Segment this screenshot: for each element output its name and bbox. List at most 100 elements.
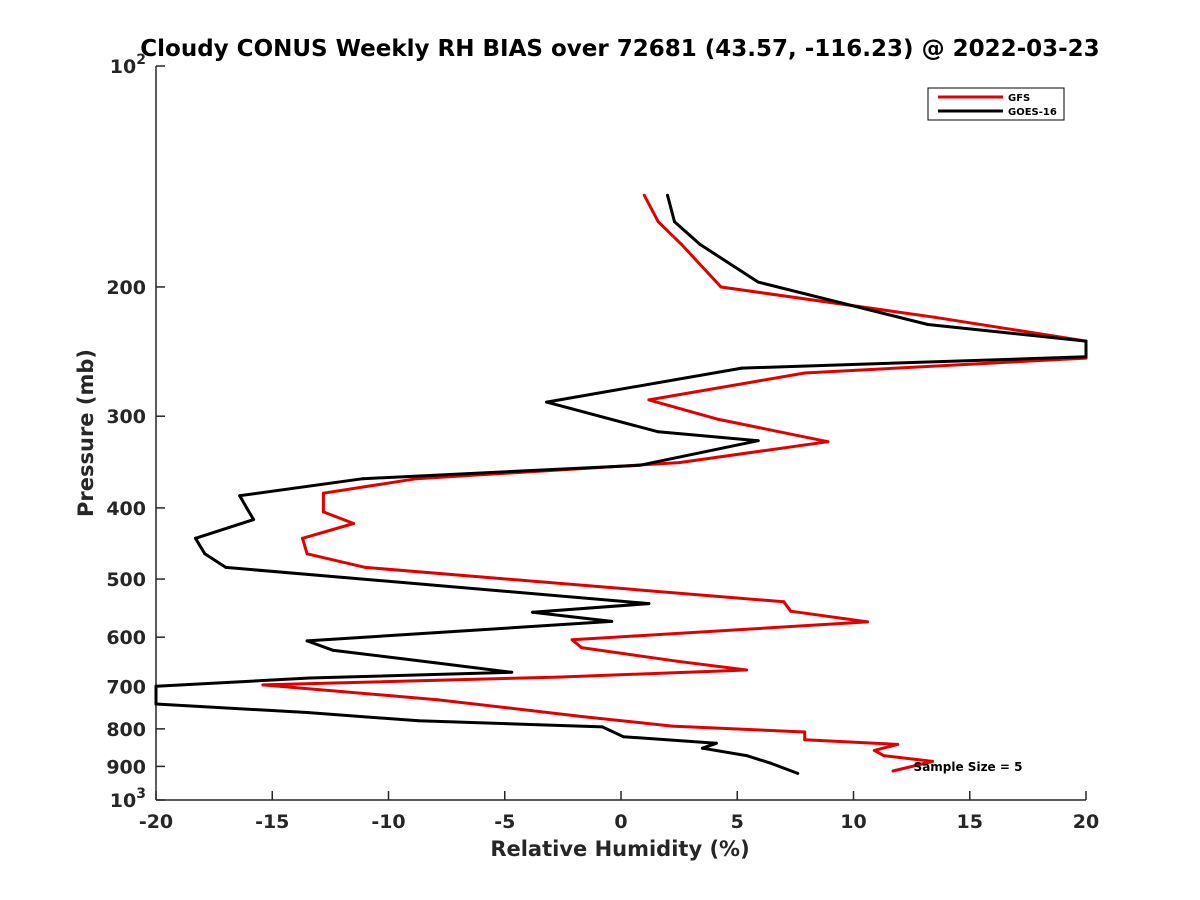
data-point-gfs — [301, 536, 304, 540]
data-point-goes-16 — [926, 323, 930, 326]
data-point-goes-16 — [531, 610, 535, 614]
data-point-gfs — [670, 724, 674, 728]
data-point-goes-16 — [638, 463, 642, 467]
x-tick-label: -20 — [139, 811, 173, 833]
y-tick-label-text: 700 — [106, 676, 146, 698]
data-point-goes-16 — [796, 771, 800, 775]
y-tick-label: 500 — [106, 569, 146, 591]
data-series — [154, 193, 1088, 775]
data-point-gfs — [882, 754, 886, 758]
data-point-gfs — [872, 748, 876, 752]
x-tick-label: 10 — [840, 811, 866, 833]
data-point-gfs — [582, 715, 586, 719]
y-tick-label: 700 — [106, 676, 146, 698]
x-axis-ticks: -20 -15 -10 -5 0 5 10 15 20 — [139, 791, 1099, 833]
data-point-gfs — [261, 683, 265, 687]
x-tick-label: 15 — [957, 811, 983, 833]
data-point-goes-16 — [621, 735, 625, 739]
data-point-goes-16 — [305, 711, 309, 714]
y-tick-label-text: 10 — [110, 790, 136, 812]
data-point-goes-16 — [768, 761, 772, 765]
data-point-goes-16 — [756, 439, 760, 443]
data-point-gfs — [675, 659, 679, 663]
data-point-gfs — [866, 620, 869, 624]
y-tick-label-text: 300 — [106, 406, 146, 428]
data-point-gfs — [891, 769, 895, 773]
data-point-goes-16 — [700, 746, 704, 750]
y-tick-label: 800 — [106, 719, 146, 741]
data-point-goes-16 — [1084, 355, 1088, 359]
y-tick-label-exponent: 3 — [136, 786, 146, 802]
x-tick-label: -15 — [255, 811, 289, 833]
data-point-goes-16 — [305, 639, 309, 643]
data-point-goes-16 — [666, 193, 669, 197]
data-point-goes-16 — [238, 494, 242, 498]
y-tick-label-text: 900 — [106, 756, 146, 778]
y-tick-label-text: 10 — [110, 56, 136, 78]
series-points-goes-16 — [154, 193, 1088, 775]
series-line-gfs — [261, 194, 1088, 773]
data-point-goes-16 — [1084, 339, 1088, 343]
data-point-gfs — [803, 738, 807, 742]
data-point-goes-16 — [245, 506, 249, 510]
y-tick-label-text: 200 — [106, 277, 146, 299]
data-point-gfs — [363, 565, 367, 569]
legend-entries: GFS GOES-16 — [938, 93, 1057, 118]
data-point-goes-16 — [194, 536, 197, 540]
data-point-gfs — [745, 668, 748, 672]
data-point-gfs — [896, 742, 900, 746]
data-point-gfs — [782, 600, 786, 604]
data-point-gfs — [717, 417, 721, 421]
data-point-gfs — [826, 440, 830, 444]
data-point-goes-16 — [361, 477, 365, 481]
x-tick-label: -5 — [494, 811, 515, 833]
data-point-gfs — [321, 510, 325, 514]
y-tick-label: 300 — [106, 406, 146, 428]
data-point-goes-16 — [756, 280, 760, 284]
data-point-gfs — [931, 759, 934, 763]
legend-label-gfs: GFS — [1008, 93, 1030, 104]
data-point-goes-16 — [203, 552, 207, 556]
data-point-goes-16 — [252, 518, 256, 522]
data-point-gfs — [803, 371, 807, 375]
data-point-goes-16 — [417, 719, 421, 723]
data-point-goes-16 — [698, 242, 702, 246]
data-point-gfs — [556, 675, 560, 679]
legend-label-goes-16: GOES-16 — [1008, 107, 1057, 118]
data-point-gfs — [580, 646, 583, 650]
data-point-goes-16 — [745, 754, 748, 758]
y-tick-label: 103 — [110, 786, 146, 812]
x-tick-label: 0 — [614, 811, 627, 833]
data-point-gfs — [321, 491, 325, 495]
data-point-gfs — [435, 698, 439, 702]
series-line-goes-16 — [154, 194, 1088, 775]
data-point-gfs — [414, 477, 418, 481]
data-point-goes-16 — [740, 366, 744, 370]
legend: GFS GOES-16 — [927, 87, 1065, 121]
y-tick-label-text: 500 — [106, 569, 146, 591]
y-tick-label-text: 800 — [106, 719, 146, 741]
data-point-gfs — [677, 461, 681, 465]
y-tick-label: 102 — [110, 52, 146, 78]
data-point-gfs — [570, 638, 574, 642]
data-point-goes-16 — [656, 430, 660, 434]
legend-box — [927, 87, 1065, 121]
y-tick-label: 400 — [106, 498, 146, 520]
data-point-goes-16 — [224, 565, 228, 569]
data-point-goes-16 — [433, 661, 437, 665]
x-tick-label: -10 — [371, 811, 405, 833]
data-point-gfs — [642, 193, 646, 197]
data-point-gfs — [352, 522, 356, 525]
data-point-goes-16 — [331, 648, 335, 652]
data-point-goes-16 — [545, 400, 549, 404]
y-tick-label: 900 — [106, 756, 146, 778]
x-tick-label: 5 — [731, 811, 744, 833]
y-tick-label: 200 — [106, 277, 146, 299]
data-point-goes-16 — [154, 684, 158, 688]
data-point-gfs — [647, 398, 651, 402]
data-point-goes-16 — [600, 725, 604, 729]
data-point-gfs — [680, 242, 683, 246]
y-tick-label-exponent: 2 — [136, 52, 146, 68]
